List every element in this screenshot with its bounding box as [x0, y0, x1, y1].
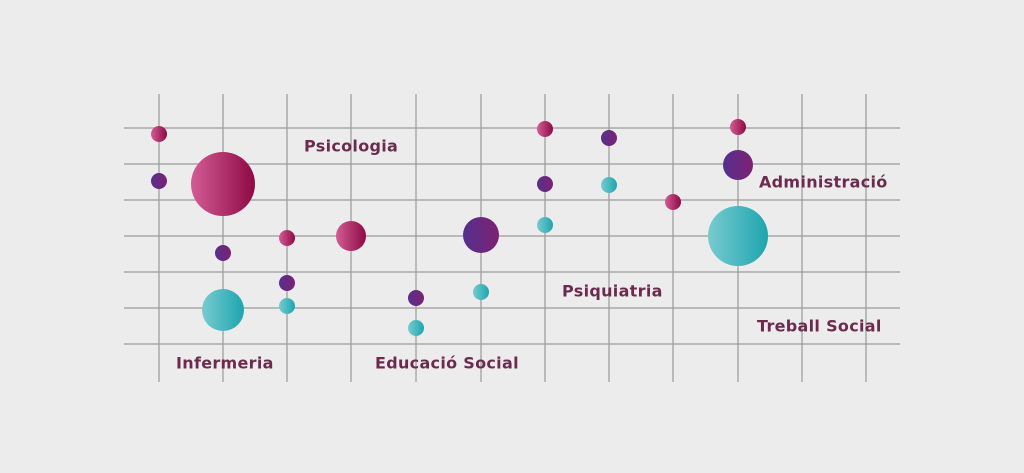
label: Psiquiatria — [562, 282, 663, 301]
dots — [151, 119, 768, 336]
grid — [124, 94, 900, 382]
dot — [601, 177, 617, 193]
dot — [202, 289, 244, 331]
dot — [463, 217, 499, 253]
dot — [601, 130, 617, 146]
label: Treball Social — [757, 317, 882, 336]
dot — [665, 194, 681, 210]
dot — [708, 206, 768, 266]
label: Educació Social — [375, 354, 519, 373]
dot — [537, 217, 553, 233]
dot — [473, 284, 489, 300]
dot — [537, 176, 553, 192]
dot — [336, 221, 366, 251]
dot — [537, 121, 553, 137]
dot — [279, 230, 295, 246]
label: Psicologia — [304, 137, 398, 156]
dot — [723, 150, 753, 180]
dot — [279, 298, 295, 314]
dot — [408, 320, 424, 336]
dot — [215, 245, 231, 261]
dot — [151, 173, 167, 189]
label: Administració — [759, 173, 888, 192]
dot — [279, 275, 295, 291]
dot — [730, 119, 746, 135]
dot — [191, 152, 255, 216]
dot — [408, 290, 424, 306]
dot — [151, 126, 167, 142]
label: Infermeria — [176, 354, 274, 373]
